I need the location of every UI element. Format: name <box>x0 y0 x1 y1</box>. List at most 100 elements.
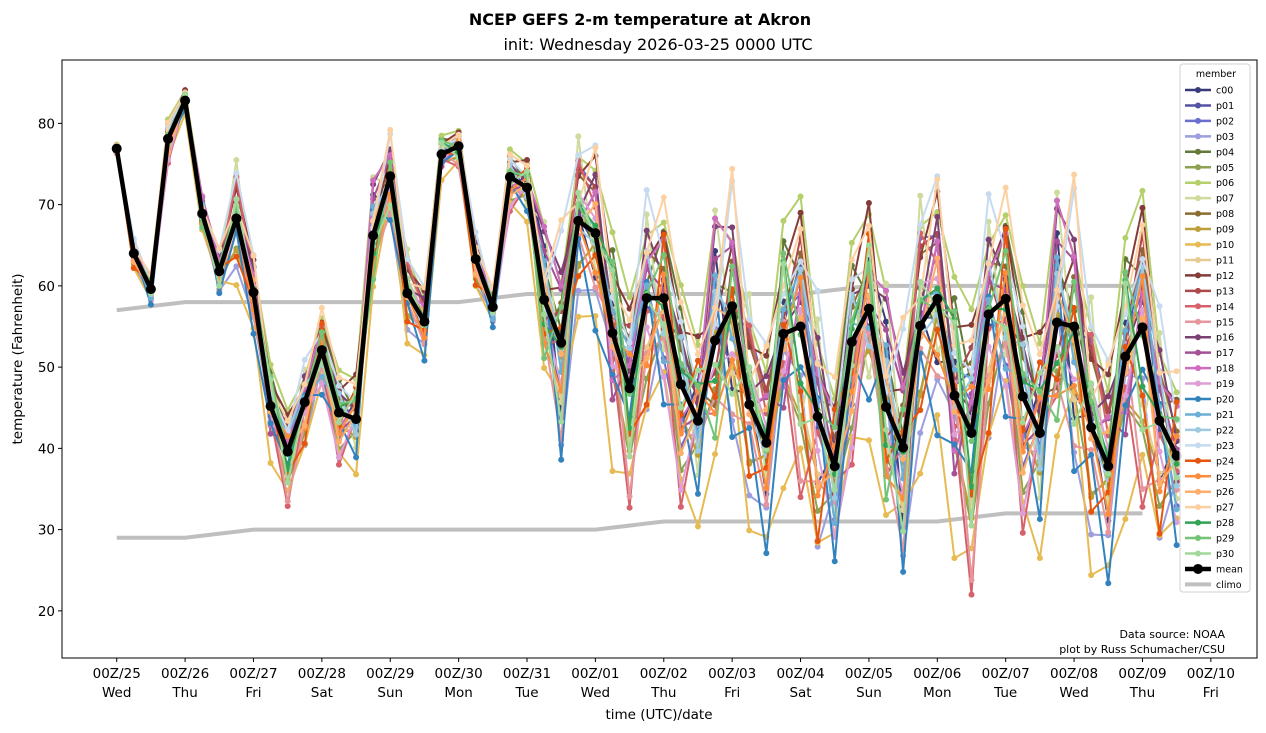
member-point <box>558 217 565 224</box>
mean-point <box>1137 322 1148 333</box>
legend-marker <box>1195 195 1201 202</box>
member-point <box>524 162 531 169</box>
member-point <box>1053 376 1060 383</box>
member-point <box>797 477 804 484</box>
member-point <box>575 287 582 294</box>
legend-box <box>1179 63 1251 593</box>
member-point <box>951 441 958 448</box>
legend-marker <box>1195 87 1201 93</box>
member-point <box>626 504 633 511</box>
legend-marker <box>1195 179 1201 186</box>
member-point <box>694 490 701 497</box>
plot-area <box>61 59 1258 659</box>
x-tick-label: 00Z/05 <box>845 666 893 682</box>
member-point <box>848 444 855 451</box>
x-tick-day-label: Mon <box>444 685 472 701</box>
member-point <box>780 321 787 328</box>
member-point <box>1071 236 1078 243</box>
member-point <box>404 256 411 263</box>
member-point <box>763 392 770 399</box>
member-point <box>609 363 616 370</box>
member-point <box>216 290 223 297</box>
x-tick-label: 00Z/09 <box>1118 666 1166 682</box>
member-point <box>1071 468 1078 475</box>
member-point <box>1019 419 1026 426</box>
member-point <box>1122 327 1129 334</box>
member-point <box>575 273 582 280</box>
member-point <box>1002 212 1009 219</box>
member-point <box>404 318 411 325</box>
member-point <box>489 324 496 331</box>
member-point <box>1002 226 1009 232</box>
member-point <box>592 144 599 151</box>
legend-label: p07 <box>1216 194 1234 205</box>
member-point <box>746 473 753 479</box>
member-point <box>1019 282 1026 289</box>
member-point <box>1105 511 1112 518</box>
legend-item-p11: p11 <box>1185 255 1234 266</box>
member-point <box>968 577 975 583</box>
member-point <box>934 412 941 419</box>
member-point <box>968 399 975 406</box>
legend-marker <box>1195 457 1201 464</box>
member-point <box>763 352 770 359</box>
member-point <box>335 374 342 381</box>
member-point <box>900 325 907 332</box>
member-point <box>387 217 394 224</box>
member-point <box>1088 294 1095 301</box>
member-point <box>1019 323 1026 330</box>
mean-point <box>710 335 721 346</box>
member-point <box>1088 508 1095 515</box>
axes-frame <box>61 59 1258 659</box>
member-point <box>472 270 479 277</box>
legend-label: c00 <box>1216 86 1233 97</box>
member-point <box>865 242 872 249</box>
member-point <box>712 377 719 384</box>
member-point <box>164 119 171 126</box>
member-point <box>729 335 736 342</box>
member-point <box>1088 451 1095 458</box>
member-point <box>1139 392 1146 399</box>
legend-marker <box>1195 241 1201 248</box>
legend-label: p20 <box>1216 395 1234 406</box>
member-point <box>1019 302 1026 309</box>
x-tick-day-label: Sat <box>789 685 811 701</box>
member-point <box>968 306 975 313</box>
member-point <box>1173 433 1180 440</box>
member-point <box>831 406 838 413</box>
member-point <box>797 226 804 232</box>
member-point <box>763 373 770 380</box>
member-point <box>1053 238 1060 245</box>
member-point <box>301 356 308 363</box>
member-point <box>831 486 838 493</box>
legend-item-p07: p07 <box>1185 194 1234 205</box>
member-point <box>541 311 548 318</box>
member-point <box>1173 542 1180 549</box>
legend-label: mean <box>1216 564 1243 575</box>
member-point <box>1105 413 1112 420</box>
member-point <box>814 507 821 514</box>
mean-point <box>145 284 156 295</box>
x-tick-day-label: Fri <box>245 685 261 701</box>
member-point <box>660 358 667 365</box>
legend-marker <box>1195 411 1201 418</box>
member-point <box>643 344 650 351</box>
legend-label: p08 <box>1216 209 1234 220</box>
mean-point <box>111 143 122 154</box>
member-point <box>712 215 719 222</box>
member-point <box>985 236 992 243</box>
legend-marker <box>1195 303 1201 310</box>
member-point <box>1088 331 1095 338</box>
legend-marker <box>1195 226 1201 233</box>
member-point <box>524 156 531 163</box>
mean-point <box>180 95 191 106</box>
mean-point <box>419 316 430 327</box>
member-point <box>831 494 838 501</box>
member-point <box>797 388 804 395</box>
member-point <box>1156 530 1163 537</box>
member-point <box>951 470 958 477</box>
legend-marker <box>1195 148 1201 155</box>
legend-marker <box>1195 210 1201 217</box>
legend-marker <box>1195 349 1201 356</box>
